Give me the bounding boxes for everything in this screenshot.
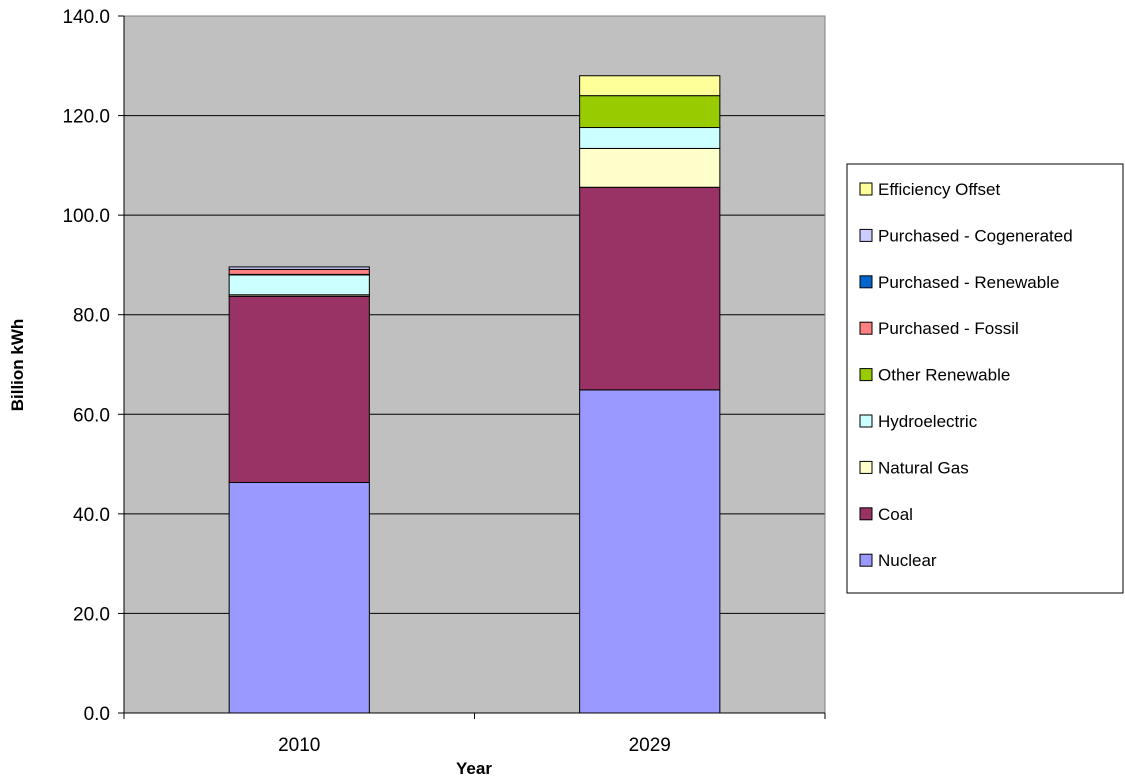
legend-label: Purchased - Fossil <box>878 319 1019 338</box>
legend-label: Coal <box>878 505 913 524</box>
bar-segment-hydroelectric <box>579 127 721 149</box>
y-tick-label: 140.0 <box>62 7 110 28</box>
y-tick-label: 80.0 <box>73 306 110 327</box>
bar-segment-natural-gas <box>579 147 721 188</box>
legend-label: Other Renewable <box>878 366 1010 385</box>
legend-label: Natural Gas <box>878 458 969 477</box>
legend-label: Efficiency Offset <box>878 180 1000 199</box>
y-tick-label: 20.0 <box>73 604 110 625</box>
bar-segment-efficiency-offset <box>579 75 721 97</box>
bar-stacks <box>228 75 721 714</box>
legend-swatch <box>859 228 873 242</box>
legend-label: Purchased - Renewable <box>878 273 1059 292</box>
y-tick-label: 40.0 <box>73 505 110 526</box>
legend-swatch <box>859 414 873 428</box>
bar-segment-nuclear <box>228 481 370 714</box>
legend-swatch <box>859 182 873 196</box>
bar-segment-hydroelectric <box>228 274 370 296</box>
x-tick-label: 2010 <box>278 735 320 756</box>
x-axis-ticks: 2010 2029 <box>123 713 826 756</box>
y-tick-label: 60.0 <box>73 405 110 426</box>
bar-segment-purchased-fossil <box>228 268 370 275</box>
bar-segment-purchased-cogenerated <box>228 266 370 270</box>
bar-segment-other-renewable <box>579 95 721 129</box>
x-tick-label: 2029 <box>629 735 671 756</box>
legend-box <box>846 163 1124 594</box>
legend-swatch <box>859 507 873 521</box>
legend-swatch <box>859 275 873 289</box>
y-tick-label: 120.0 <box>62 107 110 128</box>
y-tick-label: 100.0 <box>62 206 110 227</box>
x-axis-title: Year <box>456 759 492 778</box>
legend-swatch <box>859 368 873 382</box>
y-tick-label: 0.0 <box>84 704 110 725</box>
legend-label: Hydroelectric <box>878 412 978 431</box>
y-axis-ticks: 0.0 20.0 40.0 60.0 80.0 100.0 120.0 140.0 <box>62 7 124 725</box>
bar-segment-nuclear <box>579 389 721 714</box>
bar-segment-coal <box>579 186 721 391</box>
legend-label: Purchased - Cogenerated <box>878 226 1073 245</box>
y-axis-title: Billion kWh <box>8 319 27 412</box>
legend: Efficiency Offset Purchased - Cogenerated… <box>846 163 1124 594</box>
bar-segment-coal <box>228 295 370 483</box>
legend-swatch <box>859 553 873 567</box>
legend-swatch <box>859 460 873 474</box>
legend-label: Nuclear <box>878 551 937 570</box>
legend-swatch <box>859 321 873 335</box>
